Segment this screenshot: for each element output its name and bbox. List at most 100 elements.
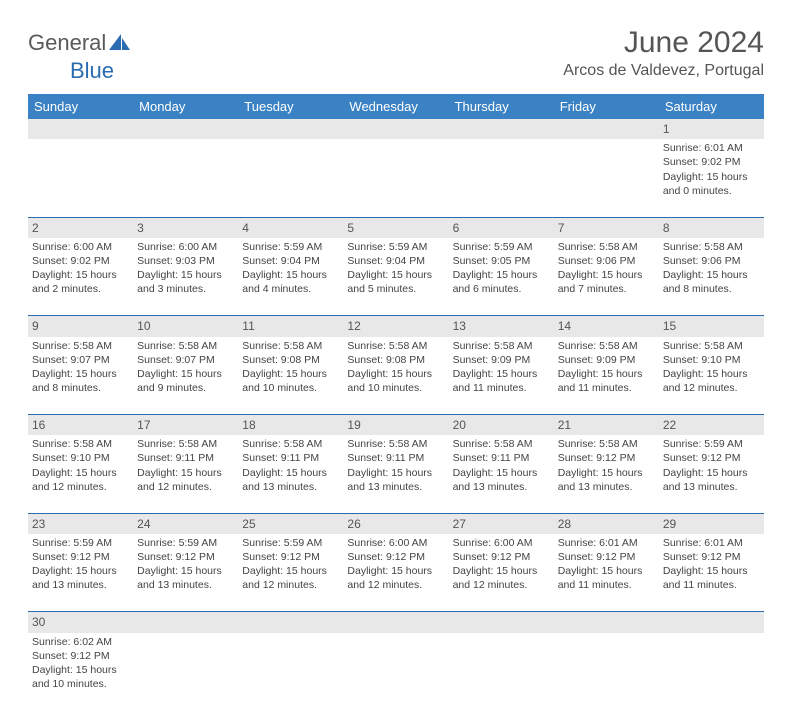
day-cell: [343, 139, 448, 217]
daylight-line1: Daylight: 15 hours: [663, 564, 760, 578]
day-content: Sunrise: 6:01 AMSunset: 9:12 PMDaylight:…: [663, 536, 760, 593]
day-number: 22: [659, 415, 764, 436]
sunset-line: Sunset: 9:03 PM: [137, 254, 234, 268]
day-number: 20: [449, 415, 554, 436]
daylight-line1: Daylight: 15 hours: [242, 367, 339, 381]
day-cell: Sunrise: 5:58 AMSunset: 9:09 PMDaylight:…: [554, 337, 659, 415]
sunrise-line: Sunrise: 5:58 AM: [242, 339, 339, 353]
daylight-line1: Daylight: 15 hours: [32, 367, 129, 381]
daylight-line1: Daylight: 15 hours: [242, 268, 339, 282]
week-row: Sunrise: 5:58 AMSunset: 9:10 PMDaylight:…: [28, 435, 764, 513]
sail-icon: [109, 32, 131, 58]
day-cell: Sunrise: 6:01 AMSunset: 9:12 PMDaylight:…: [659, 534, 764, 612]
sunset-line: Sunset: 9:07 PM: [137, 353, 234, 367]
day-number: 26: [343, 513, 448, 534]
day-number: [554, 119, 659, 139]
daylight-line2: and 10 minutes.: [242, 381, 339, 395]
daylight-line2: and 13 minutes.: [347, 480, 444, 494]
day-number: 16: [28, 415, 133, 436]
day-cell: Sunrise: 5:58 AMSunset: 9:06 PMDaylight:…: [659, 238, 764, 316]
sunrise-line: Sunrise: 5:58 AM: [663, 240, 760, 254]
day-number: [133, 119, 238, 139]
sunrise-line: Sunrise: 6:00 AM: [137, 240, 234, 254]
day-number: 4: [238, 217, 343, 238]
daylight-line1: Daylight: 15 hours: [558, 564, 655, 578]
daylight-line1: Daylight: 15 hours: [453, 367, 550, 381]
sunrise-line: Sunrise: 5:59 AM: [137, 536, 234, 550]
day-content: Sunrise: 5:59 AMSunset: 9:04 PMDaylight:…: [242, 240, 339, 297]
weekday-header: Saturday: [659, 94, 764, 119]
daylight-line2: and 12 minutes.: [453, 578, 550, 592]
day-number: 17: [133, 415, 238, 436]
day-number: [659, 612, 764, 633]
sunrise-line: Sunrise: 5:58 AM: [347, 339, 444, 353]
day-cell: Sunrise: 5:58 AMSunset: 9:06 PMDaylight:…: [554, 238, 659, 316]
daynum-row: 23242526272829: [28, 513, 764, 534]
sunset-line: Sunset: 9:05 PM: [453, 254, 550, 268]
day-number: 10: [133, 316, 238, 337]
daylight-line1: Daylight: 15 hours: [558, 367, 655, 381]
day-cell: [449, 633, 554, 711]
daynum-row: 2345678: [28, 217, 764, 238]
daylight-line2: and 12 minutes.: [137, 480, 234, 494]
sunrise-line: Sunrise: 5:58 AM: [453, 437, 550, 451]
day-content: Sunrise: 5:58 AMSunset: 9:06 PMDaylight:…: [558, 240, 655, 297]
sunrise-line: Sunrise: 5:59 AM: [32, 536, 129, 550]
sunset-line: Sunset: 9:06 PM: [663, 254, 760, 268]
daylight-line2: and 13 minutes.: [242, 480, 339, 494]
day-cell: Sunrise: 5:58 AMSunset: 9:11 PMDaylight:…: [238, 435, 343, 513]
logo-blue: Blue: [28, 58, 114, 83]
sunrise-line: Sunrise: 5:58 AM: [137, 437, 234, 451]
sunrise-line: Sunrise: 5:58 AM: [32, 437, 129, 451]
sunset-line: Sunset: 9:08 PM: [347, 353, 444, 367]
day-cell: [554, 633, 659, 711]
day-number: [238, 119, 343, 139]
day-content: Sunrise: 5:58 AMSunset: 9:11 PMDaylight:…: [347, 437, 444, 494]
day-cell: Sunrise: 6:00 AMSunset: 9:12 PMDaylight:…: [343, 534, 448, 612]
day-cell: Sunrise: 5:58 AMSunset: 9:08 PMDaylight:…: [238, 337, 343, 415]
daylight-line2: and 3 minutes.: [137, 282, 234, 296]
weekday-header: Tuesday: [238, 94, 343, 119]
daynum-row: 9101112131415: [28, 316, 764, 337]
day-number: 7: [554, 217, 659, 238]
day-content: Sunrise: 5:58 AMSunset: 9:10 PMDaylight:…: [663, 339, 760, 396]
day-number: 23: [28, 513, 133, 534]
day-cell: [238, 139, 343, 217]
day-cell: Sunrise: 5:58 AMSunset: 9:07 PMDaylight:…: [133, 337, 238, 415]
sunrise-line: Sunrise: 5:59 AM: [347, 240, 444, 254]
daylight-line2: and 10 minutes.: [347, 381, 444, 395]
sunrise-line: Sunrise: 6:01 AM: [663, 141, 760, 155]
daylight-line1: Daylight: 15 hours: [137, 367, 234, 381]
weekday-header: Sunday: [28, 94, 133, 119]
weekday-header: Wednesday: [343, 94, 448, 119]
day-number: 21: [554, 415, 659, 436]
daylight-line1: Daylight: 15 hours: [347, 564, 444, 578]
sunrise-line: Sunrise: 5:58 AM: [137, 339, 234, 353]
weekday-header: Thursday: [449, 94, 554, 119]
day-number: [28, 119, 133, 139]
daylight-line1: Daylight: 15 hours: [347, 466, 444, 480]
daylight-line2: and 11 minutes.: [558, 578, 655, 592]
daylight-line1: Daylight: 15 hours: [32, 466, 129, 480]
sunset-line: Sunset: 9:09 PM: [558, 353, 655, 367]
logo-general: General: [28, 30, 106, 55]
day-cell: Sunrise: 5:58 AMSunset: 9:09 PMDaylight:…: [449, 337, 554, 415]
sunset-line: Sunset: 9:11 PM: [453, 451, 550, 465]
week-row: Sunrise: 6:01 AMSunset: 9:02 PMDaylight:…: [28, 139, 764, 217]
sunrise-line: Sunrise: 5:59 AM: [453, 240, 550, 254]
day-cell: [449, 139, 554, 217]
month-title: June 2024: [563, 26, 764, 60]
sunset-line: Sunset: 9:09 PM: [453, 353, 550, 367]
daylight-line1: Daylight: 15 hours: [558, 466, 655, 480]
daylight-line2: and 13 minutes.: [137, 578, 234, 592]
weekday-header-row: SundayMondayTuesdayWednesdayThursdayFrid…: [28, 94, 764, 119]
sunset-line: Sunset: 9:10 PM: [663, 353, 760, 367]
title-block: June 2024 Arcos de Valdevez, Portugal: [563, 26, 764, 80]
day-cell: [238, 633, 343, 711]
day-cell: Sunrise: 5:59 AMSunset: 9:04 PMDaylight:…: [238, 238, 343, 316]
day-number: 2: [28, 217, 133, 238]
daylight-line1: Daylight: 15 hours: [663, 170, 760, 184]
day-content: Sunrise: 5:58 AMSunset: 9:08 PMDaylight:…: [242, 339, 339, 396]
day-number: 25: [238, 513, 343, 534]
sunrise-line: Sunrise: 6:00 AM: [453, 536, 550, 550]
